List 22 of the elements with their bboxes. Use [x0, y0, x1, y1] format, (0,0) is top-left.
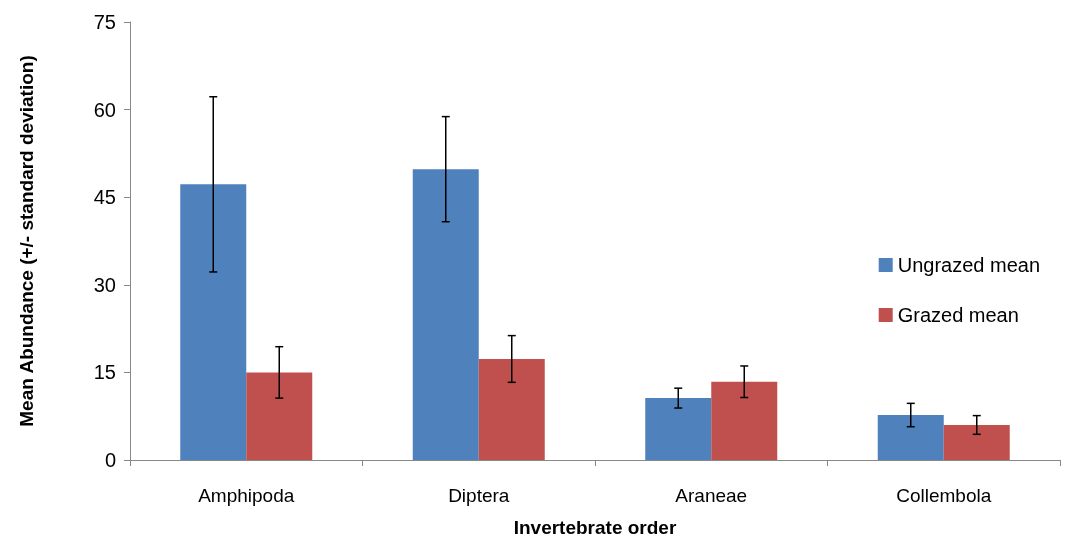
bar	[645, 398, 712, 460]
y-tick-label: 60	[93, 98, 116, 121]
bar	[877, 415, 944, 460]
bar	[478, 358, 545, 460]
x-axis-title: Invertebrate order	[513, 517, 677, 538]
bar	[412, 169, 479, 460]
y-tick-label: 45	[93, 186, 116, 209]
y-tick-label: 15	[93, 361, 116, 384]
bar	[246, 372, 313, 460]
bar	[180, 184, 247, 460]
x-tick-label: Diptera	[448, 485, 510, 506]
y-tick-label: 30	[93, 273, 116, 296]
x-tick-label: Collembola	[896, 485, 992, 506]
bar	[711, 381, 778, 460]
x-tick-label: Araneae	[675, 485, 748, 506]
x-tick-label: Amphipoda	[198, 485, 295, 506]
y-axis-title: Mean Abundance (+/- standard deviation)	[15, 55, 37, 427]
legend-label: Grazed mean	[897, 304, 1019, 326]
y-tick-label: 0	[104, 449, 116, 471]
y-tick-label: 75	[93, 11, 116, 33]
bar	[943, 424, 1010, 460]
legend-label: Ungrazed mean	[897, 254, 1041, 276]
